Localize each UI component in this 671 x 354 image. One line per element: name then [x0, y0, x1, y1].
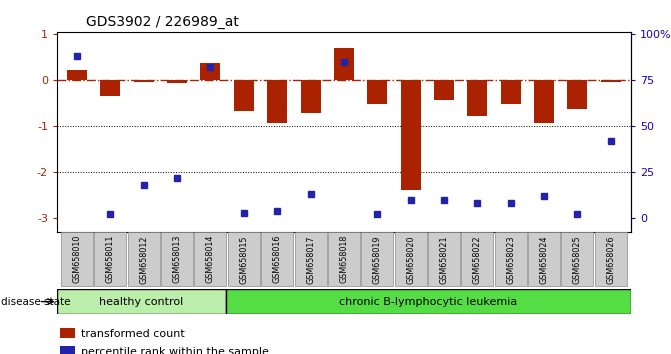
Bar — [201, 63, 221, 80]
Bar — [334, 48, 354, 80]
Text: GSM658018: GSM658018 — [340, 235, 348, 284]
Text: GDS3902 / 226989_at: GDS3902 / 226989_at — [86, 16, 239, 29]
Bar — [234, 80, 254, 112]
FancyBboxPatch shape — [595, 233, 627, 286]
Text: GSM658020: GSM658020 — [406, 235, 415, 284]
Text: chronic B-lymphocytic leukemia: chronic B-lymphocytic leukemia — [339, 297, 517, 307]
FancyBboxPatch shape — [261, 233, 293, 286]
Bar — [401, 80, 421, 190]
Bar — [367, 80, 387, 104]
FancyBboxPatch shape — [95, 233, 126, 286]
Bar — [267, 80, 287, 123]
FancyBboxPatch shape — [495, 233, 527, 286]
Text: GSM658025: GSM658025 — [573, 235, 582, 284]
Bar — [434, 80, 454, 101]
FancyBboxPatch shape — [61, 233, 93, 286]
Text: GSM658017: GSM658017 — [306, 235, 315, 284]
Bar — [101, 80, 120, 96]
Bar — [67, 70, 87, 80]
FancyBboxPatch shape — [562, 233, 593, 286]
FancyBboxPatch shape — [461, 233, 493, 286]
FancyBboxPatch shape — [361, 233, 393, 286]
Bar — [467, 80, 487, 116]
Text: percentile rank within the sample: percentile rank within the sample — [81, 347, 268, 354]
FancyBboxPatch shape — [57, 289, 225, 314]
Text: GSM658010: GSM658010 — [72, 235, 82, 284]
Bar — [534, 80, 554, 123]
Bar — [301, 80, 321, 113]
FancyBboxPatch shape — [295, 233, 327, 286]
Text: disease state: disease state — [1, 297, 71, 307]
Text: GSM658014: GSM658014 — [206, 235, 215, 284]
Bar — [501, 80, 521, 104]
Text: GSM658013: GSM658013 — [172, 235, 182, 284]
Bar — [601, 80, 621, 82]
Text: GSM658021: GSM658021 — [440, 235, 448, 284]
FancyBboxPatch shape — [428, 233, 460, 286]
Text: GSM658019: GSM658019 — [373, 235, 382, 284]
Text: GSM658026: GSM658026 — [606, 235, 615, 284]
Bar — [134, 80, 154, 82]
FancyBboxPatch shape — [127, 233, 160, 286]
Text: GSM658024: GSM658024 — [539, 235, 548, 284]
FancyBboxPatch shape — [225, 289, 631, 314]
FancyBboxPatch shape — [395, 233, 427, 286]
Bar — [167, 80, 187, 83]
FancyBboxPatch shape — [195, 233, 227, 286]
FancyBboxPatch shape — [528, 233, 560, 286]
FancyBboxPatch shape — [328, 233, 360, 286]
Bar — [568, 80, 587, 109]
Text: GSM658011: GSM658011 — [106, 235, 115, 284]
Text: GSM658022: GSM658022 — [473, 235, 482, 284]
Text: GSM658015: GSM658015 — [240, 235, 248, 284]
FancyBboxPatch shape — [228, 233, 260, 286]
Text: healthy control: healthy control — [99, 297, 184, 307]
Text: transformed count: transformed count — [81, 329, 185, 339]
Text: GSM658012: GSM658012 — [140, 235, 148, 284]
Text: GSM658016: GSM658016 — [272, 235, 282, 284]
Text: GSM658023: GSM658023 — [506, 235, 515, 284]
FancyBboxPatch shape — [161, 233, 193, 286]
